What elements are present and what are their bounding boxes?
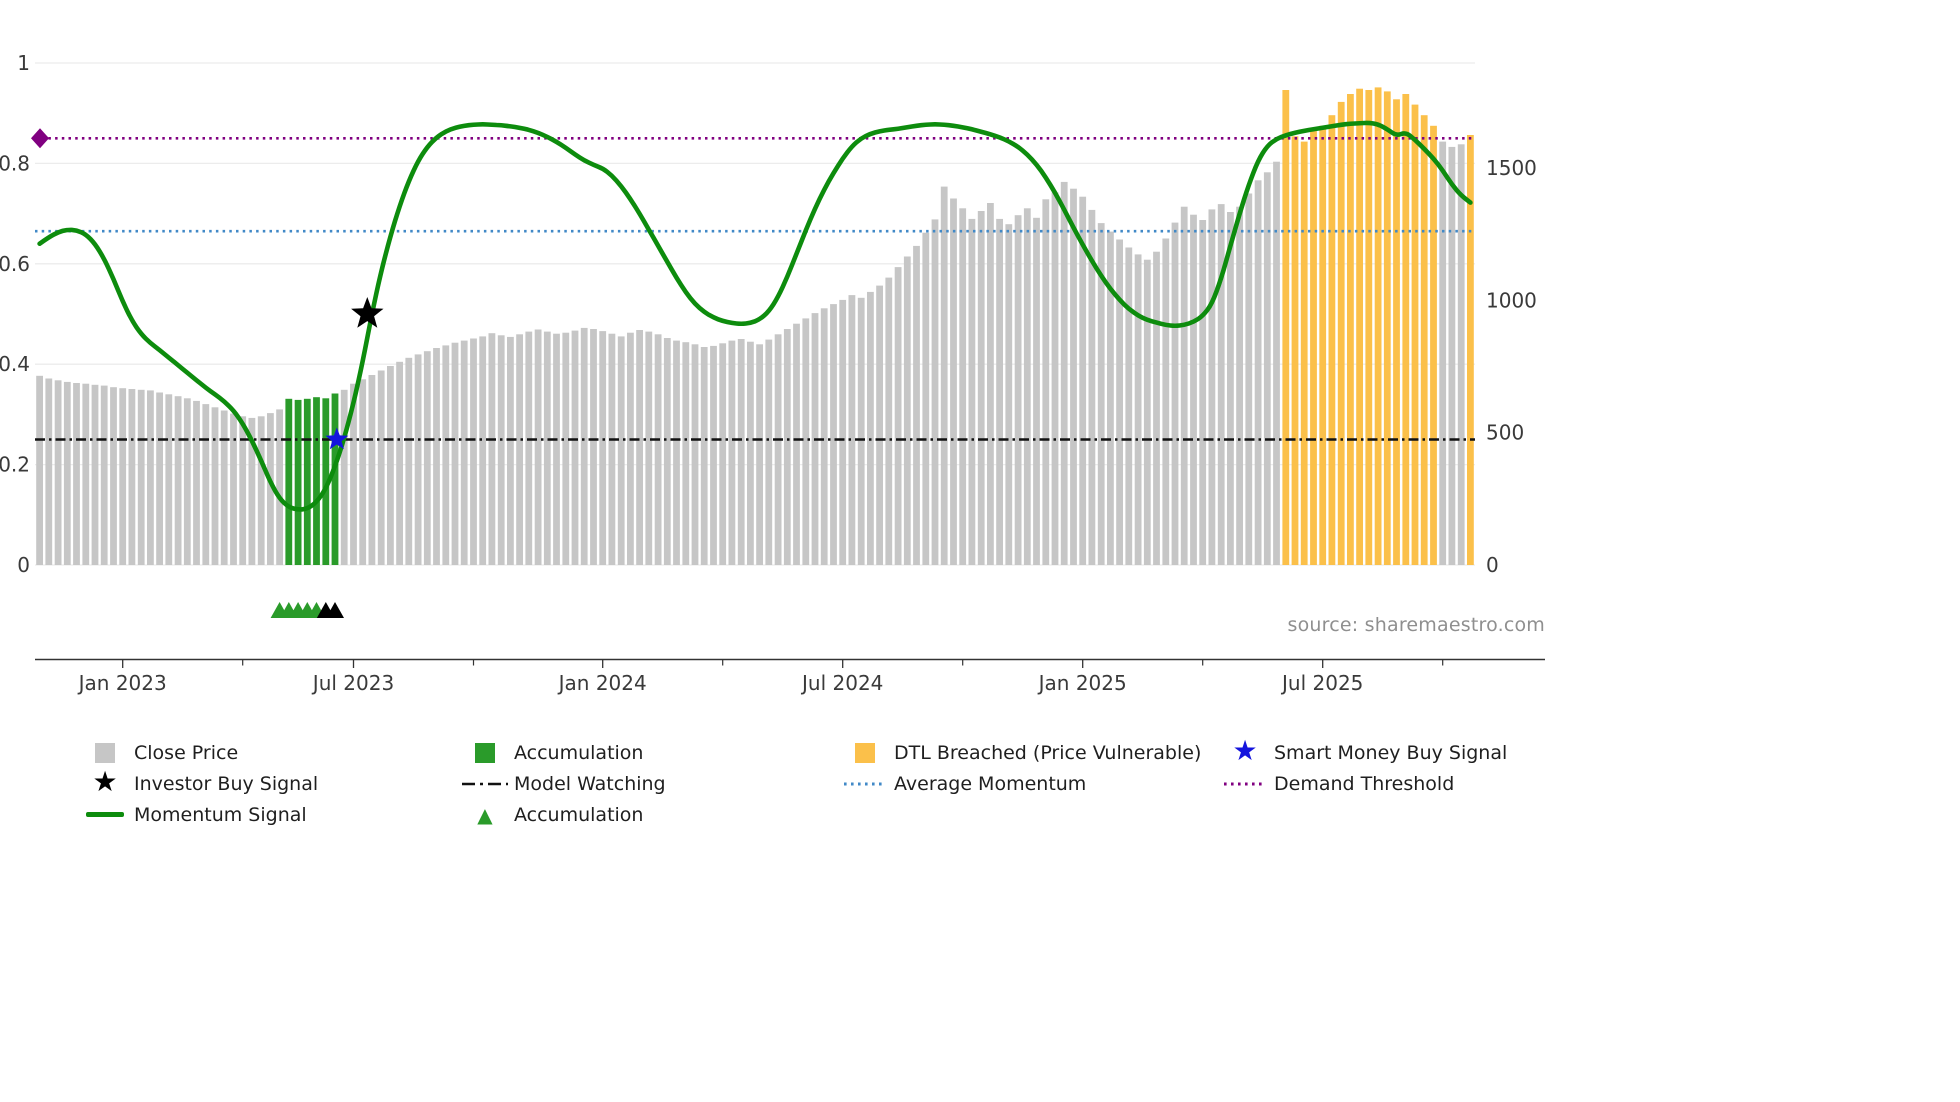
- legend-column-3: DTL Breached (Price Vulnerable) Average …: [840, 737, 1201, 799]
- close-price-swatch-icon: [80, 742, 130, 763]
- accumulation-markers: [270, 602, 344, 618]
- axis-tick-label: 1: [17, 51, 30, 75]
- legend-label-dtl-breached: DTL Breached (Price Vulnerable): [894, 741, 1202, 764]
- legend-item-close-price: Close Price: [80, 737, 318, 768]
- axis-tick-label: 0.4: [0, 352, 30, 376]
- chart-canvas: Jan 2023 Jul 2023 Jan 2024 Jul 2024 Jan 2025…: [0, 51, 1545, 695]
- blue-star-icon: ★: [1232, 733, 1258, 767]
- smart-money-buy-signal-star: [325, 427, 349, 450]
- legend-label-accumulation-bar: Accumulation: [514, 741, 644, 764]
- legend-label-investor-buy: Investor Buy Signal: [134, 772, 319, 795]
- axis-tick-label: 500: [1486, 421, 1524, 445]
- legend-item-accumulation-marker: ▲ Accumulation: [460, 799, 666, 830]
- legend-item-smart-money: ★ Smart Money Buy Signal: [1220, 733, 1508, 768]
- axis-tick-label: Jul 2023: [311, 671, 394, 695]
- axis-tick-label: 1000: [1486, 288, 1537, 312]
- legend-item-average-momentum: Average Momentum: [840, 768, 1201, 799]
- y-axis-right-labels: 0 500 1000 1500: [1486, 156, 1537, 577]
- legend-item-demand-threshold: Demand Threshold: [1220, 768, 1507, 799]
- demand-threshold-marker: [31, 128, 49, 149]
- axis-tick-label: 0.6: [0, 252, 30, 276]
- blue-dotted-line-icon: [840, 780, 890, 788]
- legend-item-momentum-signal: Momentum Signal: [80, 799, 318, 830]
- legend-label-smart-money: Smart Money Buy Signal: [1274, 741, 1508, 764]
- legend-label-momentum: Momentum Signal: [134, 803, 307, 826]
- axis-tick-label: 0.2: [0, 453, 30, 477]
- axis-tick-label: 0: [17, 553, 30, 577]
- legend-column-2: Accumulation Model Watching ▲ Accumulati…: [460, 737, 666, 830]
- axis-tick-label: 0.8: [0, 151, 30, 175]
- axis-tick-label: 1500: [1486, 156, 1537, 180]
- legend-label-average-momentum: Average Momentum: [894, 772, 1087, 795]
- axis-tick-label: Jan 2025: [1037, 671, 1127, 695]
- investor-buy-signal-star: [351, 297, 384, 328]
- green-triangle-icon: ▲: [477, 802, 493, 827]
- legend-column-4: ★ Smart Money Buy Signal Demand Threshol…: [1220, 733, 1508, 799]
- legend-label-accumulation-marker: Accumulation: [514, 803, 644, 826]
- legend-label-model-watching: Model Watching: [514, 772, 666, 795]
- black-star-icon: ★: [92, 764, 118, 798]
- x-axis: Jan 2023 Jul 2023 Jan 2024 Jul 2024 Jan 2025…: [35, 658, 1545, 695]
- momentum-line: [37, 120, 1473, 512]
- legend-item-accumulation-bar: Accumulation: [460, 737, 666, 768]
- legend: Close Price ★ Investor Buy Signal Moment…: [0, 733, 1960, 847]
- orange-square-icon: [840, 742, 890, 763]
- gridlines: [35, 62, 1475, 566]
- axis-tick-label: Jan 2024: [557, 671, 647, 695]
- legend-item-model-watching: Model Watching: [460, 768, 666, 799]
- axis-tick-label: Jul 2025: [1280, 671, 1363, 695]
- dashdot-line-icon: [460, 780, 510, 788]
- legend-item-dtl-breached: DTL Breached (Price Vulnerable): [840, 737, 1201, 768]
- green-square-icon: [460, 742, 510, 763]
- legend-column-1: Close Price ★ Investor Buy Signal Moment…: [80, 737, 318, 830]
- y-axis-left-labels: 0 0.2 0.4 0.6 0.8 1: [0, 51, 30, 577]
- axis-tick-label: 0: [1486, 553, 1499, 577]
- legend-item-investor-buy-signal: ★ Investor Buy Signal: [80, 764, 319, 799]
- price-momentum-chart: Jan 2023 Jul 2023 Jan 2024 Jul 2024 Jan 2025…: [0, 51, 1545, 695]
- green-line-icon: [80, 812, 130, 817]
- legend-label-demand-threshold: Demand Threshold: [1274, 772, 1455, 795]
- source-credit: source: sharemaestro.com: [1287, 614, 1545, 636]
- close-price-bars: [36, 87, 1474, 566]
- legend-label-close-price: Close Price: [134, 741, 239, 764]
- axis-tick-label: Jul 2024: [800, 671, 883, 695]
- purple-dotted-line-icon: [1220, 780, 1270, 788]
- axis-tick-label: Jan 2023: [77, 671, 167, 695]
